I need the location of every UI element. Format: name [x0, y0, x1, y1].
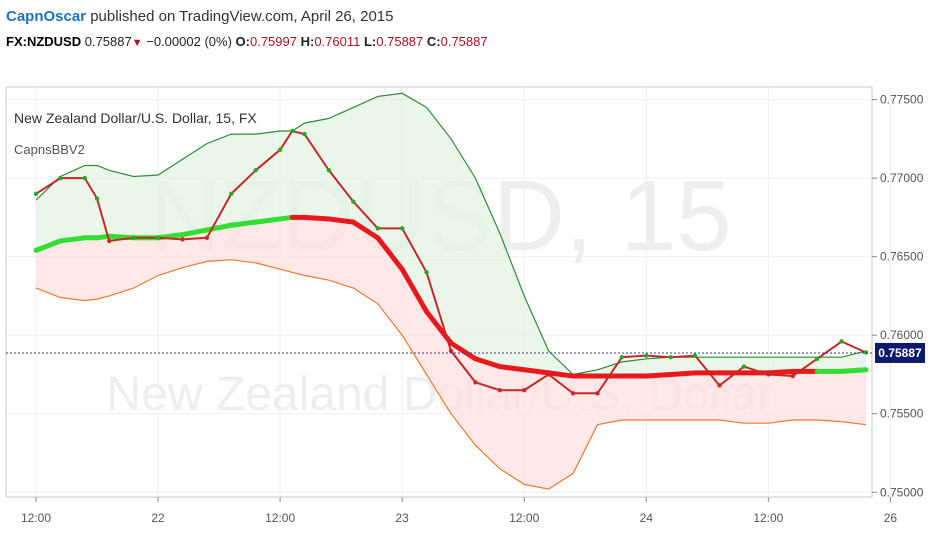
- price-point: [717, 383, 722, 388]
- open-value: 0.75997: [249, 34, 297, 49]
- basis-segment: [448, 340, 478, 362]
- close-label: C:: [426, 34, 441, 49]
- basis-segment: [33, 238, 63, 253]
- high-label: H:: [300, 34, 315, 49]
- low-label: L:: [363, 34, 377, 49]
- basis-segment: [253, 216, 283, 225]
- price-point: [94, 196, 100, 201]
- chart-title: New Zealand Dollar/U.S. Dollar, 15, FX: [14, 110, 257, 126]
- basis-segment: [765, 368, 796, 376]
- x-tick-label: 26: [884, 511, 898, 525]
- price-point: [290, 128, 295, 134]
- basis-segment: [179, 227, 210, 238]
- upper-band-fill: [36, 93, 866, 377]
- last-price-badge: 0.75887: [875, 342, 925, 363]
- basis-segment: [497, 364, 527, 373]
- basis-segment: [521, 367, 552, 376]
- price-point: [107, 238, 112, 244]
- x-tick-label: 12:00: [21, 511, 51, 525]
- y-tick-label: 0.75500: [880, 407, 924, 421]
- published-text: published on TradingView.com, April 26, …: [90, 8, 394, 25]
- close-value: 0.75887: [440, 34, 488, 49]
- x-tick-label: 24: [640, 511, 654, 525]
- basis-segment: [643, 371, 674, 379]
- price-point: [155, 235, 161, 241]
- price-point: [839, 339, 844, 344]
- open-label: O:: [235, 34, 250, 49]
- x-tick-label: 12:00: [265, 511, 295, 525]
- basis-segment: [375, 235, 405, 272]
- x-axis: 12:00 22 12:00 23 12:00 24 12:00 26: [21, 497, 897, 525]
- price-point: [741, 364, 747, 369]
- indicator-label: CapnsBBV2: [14, 142, 85, 157]
- basis-segment: [472, 356, 503, 370]
- price-point: [692, 353, 698, 358]
- price-point: [595, 391, 600, 396]
- lower-band-line: [35, 259, 867, 490]
- series-lines: [33, 92, 869, 490]
- basis-segment: [302, 214, 332, 222]
- publish-line: CapnOscar published on TradingView.com, …: [6, 8, 393, 25]
- price-point: [58, 175, 63, 181]
- price-point: [33, 191, 39, 197]
- price-point: [790, 373, 795, 379]
- last-price-badge-text: 0.75887: [878, 346, 922, 360]
- price-point: [522, 387, 527, 393]
- price-point: [82, 175, 88, 181]
- last-price: 0.75887: [84, 34, 132, 49]
- price-point: [570, 391, 576, 396]
- price-point: [351, 199, 356, 204]
- basis-segment: [668, 370, 698, 377]
- upper-band-line: [35, 92, 867, 376]
- price-point: [497, 387, 503, 393]
- y-tick-label: 0.76000: [880, 328, 924, 342]
- price-point: [473, 380, 478, 385]
- price-point: [180, 237, 185, 242]
- price-point: [814, 356, 820, 361]
- price-point: [766, 372, 771, 377]
- y-axis: 0.77500 0.77000 0.76500 0.76000 0.75500 0.750…: [872, 93, 924, 499]
- price-point: [546, 372, 551, 377]
- price-point: [424, 270, 429, 275]
- y-tick-label: 0.77000: [880, 171, 924, 185]
- basis-segment: [326, 216, 356, 225]
- x-tick-label: 22: [151, 511, 165, 525]
- price-point: [644, 353, 649, 358]
- price-point: [204, 235, 210, 241]
- low-value: 0.75887: [376, 34, 424, 49]
- y-tick-label: 0.77500: [880, 93, 924, 107]
- price-point: [399, 226, 405, 231]
- down-arrow-icon: ▼: [131, 37, 143, 49]
- price-point: [253, 168, 258, 173]
- symbol-label: FX:NZDUSD: [6, 34, 82, 49]
- basis-segment: [546, 370, 576, 379]
- price-point: [668, 354, 673, 360]
- price-point: [326, 168, 332, 173]
- x-tick-label: 23: [395, 511, 409, 525]
- price-point: [619, 354, 625, 360]
- high-value: 0.76011: [314, 34, 361, 49]
- basis-segment: [57, 235, 88, 244]
- price-point: [302, 131, 307, 137]
- x-tick-label: 12:00: [753, 511, 783, 525]
- price-point: [448, 348, 454, 354]
- author-link[interactable]: CapnOscar: [6, 8, 87, 25]
- y-tick-label: 0.76500: [880, 250, 924, 264]
- y-tick-label: 0.75000: [880, 485, 924, 499]
- basis-segment: [399, 266, 430, 315]
- price-point: [131, 235, 136, 241]
- ohlc-line: FX:NZDUSD 0.75887▼ −0.00002 (0%) O:0.759…: [6, 34, 488, 49]
- change-value: −0.00002 (0%): [146, 34, 232, 49]
- basis-segment: [350, 219, 381, 241]
- price-point: [277, 147, 283, 153]
- price-point: [375, 226, 380, 231]
- price-point: [229, 191, 234, 197]
- x-tick-label: 12:00: [509, 511, 539, 525]
- basis-segment: [228, 219, 259, 228]
- basis-segment: [839, 367, 869, 374]
